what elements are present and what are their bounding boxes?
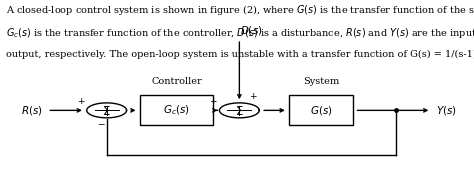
Text: $G(s)$: $G(s)$	[310, 104, 332, 117]
Text: $G_c(s)$ is the transfer function of the controller, $D(s)$ is a disturbance, $R: $G_c(s)$ is the transfer function of the…	[6, 26, 474, 40]
Text: +: +	[210, 97, 217, 106]
Text: $G_c(s)$: $G_c(s)$	[163, 104, 190, 117]
Text: $Y(s)$: $Y(s)$	[436, 104, 457, 117]
Text: +: +	[77, 97, 84, 106]
Text: Controller: Controller	[151, 77, 202, 86]
Text: A closed-loop control system is shown in figure (2), where $G(s)$ is the transfe: A closed-loop control system is shown in…	[6, 3, 474, 17]
Text: System: System	[303, 77, 339, 86]
Text: $\Sigma$: $\Sigma$	[235, 105, 244, 118]
Text: $\Sigma$: $\Sigma$	[102, 105, 111, 118]
Text: −: −	[97, 120, 104, 129]
Text: +: +	[249, 92, 257, 101]
Text: $R(s)$: $R(s)$	[21, 104, 43, 117]
FancyBboxPatch shape	[140, 95, 213, 125]
Text: output, respectively. The open-loop system is unstable with a transfer function : output, respectively. The open-loop syst…	[6, 50, 474, 59]
Text: $D(s)$: $D(s)$	[240, 24, 263, 37]
FancyBboxPatch shape	[289, 95, 353, 125]
